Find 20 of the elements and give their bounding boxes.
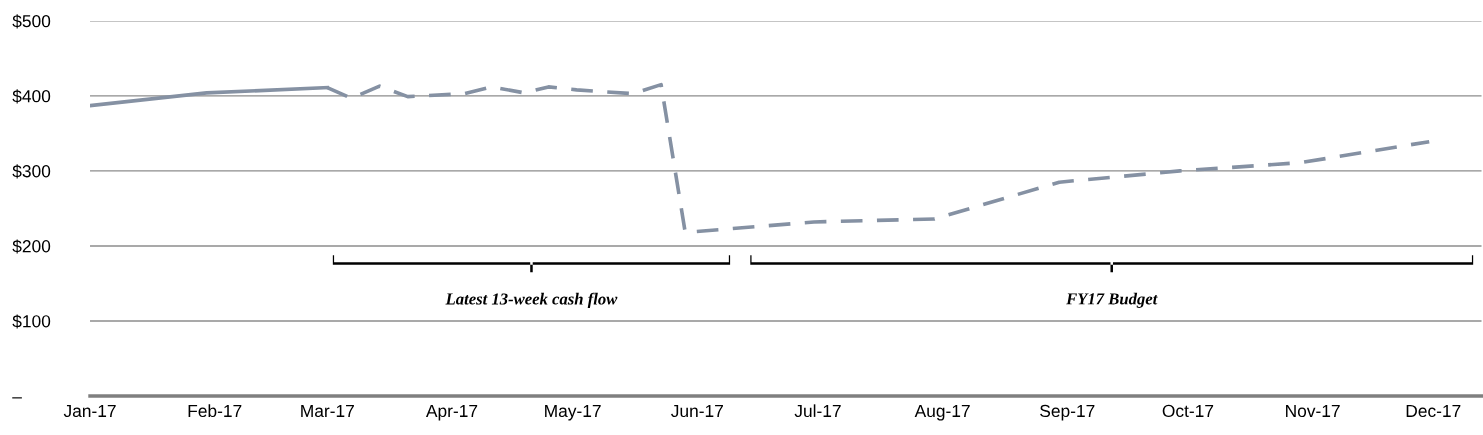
x-tick-label: Aug-17 xyxy=(914,404,970,421)
x-tick-label: Oct-17 xyxy=(1162,404,1214,418)
x-tick-label: Sep-17 xyxy=(1040,404,1095,421)
x-tick-label: Apr-17 xyxy=(425,404,478,421)
x-tick-label: Jun-17 xyxy=(671,404,723,418)
y-tick-label: – xyxy=(12,397,22,399)
y-tick-label: $100 xyxy=(12,314,51,329)
y-tick-label: $500 xyxy=(12,14,51,29)
y-tick-label: $300 xyxy=(12,164,51,179)
x-tick-label: Dec-17 xyxy=(1406,404,1461,418)
x-tick-label: May-17 xyxy=(545,404,601,421)
x-tick-label: Feb-17 xyxy=(188,404,242,418)
x-tick-label: Jan-17 xyxy=(63,404,116,418)
y-tick-label: $200 xyxy=(12,239,51,254)
x-tick-label: Mar-17 xyxy=(301,404,354,418)
annotation: Latest 13-week cash flow xyxy=(445,292,618,308)
x-tick-label: Nov-17 xyxy=(1286,404,1340,418)
annotation: FY17 Budget xyxy=(1066,292,1158,308)
y-tick-label: $400 xyxy=(12,89,51,104)
x-tick-label: Jul-17 xyxy=(794,404,841,418)
